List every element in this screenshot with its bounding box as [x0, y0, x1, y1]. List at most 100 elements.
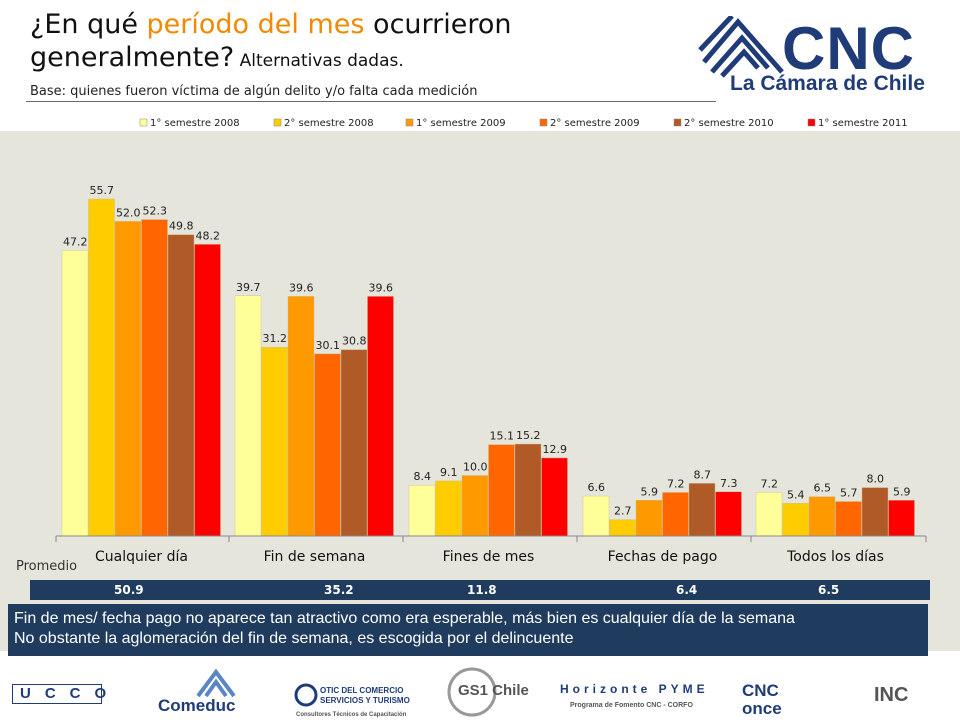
bar-data-label: 2.7	[614, 505, 632, 518]
bar	[514, 443, 542, 537]
otic-subtitle: Consultores Técnicos de Capacitación	[296, 712, 407, 718]
base-note: Base: quienes fueron víctima de algún de…	[30, 84, 478, 99]
bar-data-label: 48.2	[196, 229, 221, 242]
title-suffix: Alternativas dadas.	[234, 51, 404, 71]
logo-name: CNC	[782, 15, 915, 82]
legend-swatch	[405, 118, 414, 127]
bar-data-label: 6.6	[588, 481, 606, 494]
bar-data-label: 9.1	[440, 466, 458, 479]
horizonte-logo: Horizonte PYME	[560, 682, 709, 696]
legend-label: 2° semestre 2008	[284, 118, 374, 129]
bar-data-label: 47.2	[63, 235, 88, 248]
title-highlight: período del mes	[146, 9, 365, 40]
x-tick-label: Fechas de pago	[608, 549, 718, 565]
bar	[835, 501, 862, 537]
cnc-logo: CNC La Cámara de Chile	[694, 12, 950, 98]
x-tick-label: Fines de mes	[443, 549, 535, 565]
header-divider	[26, 101, 716, 102]
bar-chart: 1° semestre 2008 2° semestre 2008 1° semes…	[55, 118, 927, 565]
legend-swatch	[539, 118, 548, 127]
logo-subtitle: La Cámara de Chile	[730, 72, 925, 95]
conclusion-line: No obstante la aglomeración del fin de s…	[14, 630, 574, 647]
chart-x-axis: Cualquier día Fin de semana Fines de mes Fe…	[55, 535, 927, 565]
promedio-label: Promedio	[16, 559, 78, 574]
bar	[488, 444, 515, 537]
bar	[261, 347, 288, 537]
bar	[888, 500, 915, 537]
bar	[461, 475, 489, 537]
bar	[541, 457, 568, 537]
header: ¿En qué período del mes ocurrieron gener…	[0, 0, 960, 102]
cnc-once-logo: CNC once	[742, 681, 782, 718]
legend-swatch	[807, 118, 816, 127]
bar-data-label: 8.7	[694, 468, 712, 481]
comeduc-icon	[196, 668, 236, 698]
title-part2: ocurrieron generalmente?	[30, 9, 512, 73]
bar	[408, 484, 436, 537]
legend-label: 1° semestre 2008	[150, 118, 240, 129]
page-title: ¿En qué período del mes ocurrieron gener…	[30, 8, 690, 78]
legend-label: 1° semestre 2009	[416, 118, 506, 129]
legend-label: 1° semestre 2011	[818, 118, 908, 129]
bar	[88, 198, 115, 537]
bar-data-label: 30.8	[342, 335, 367, 348]
comeduc-logo: Comeduc	[158, 696, 236, 715]
bar-data-label: 10.0	[463, 460, 488, 473]
bar	[141, 219, 168, 537]
bar-data-label: 39.7	[236, 281, 261, 294]
bar	[340, 349, 368, 537]
bar-data-label: 39.6	[369, 281, 394, 294]
promedio-value: 50.9	[114, 583, 144, 597]
ucco-text: UCCO	[20, 685, 121, 702]
chart-bars	[61, 198, 915, 537]
promedio-value: 6.4	[676, 583, 698, 597]
bar-data-label: 5.7	[840, 487, 858, 500]
bar	[808, 496, 836, 537]
bar	[715, 491, 742, 537]
bar-data-label: 8.4	[414, 470, 432, 483]
promedio-value: 6.5	[818, 583, 840, 597]
legend-swatch	[673, 118, 682, 127]
bar	[167, 234, 195, 537]
bar	[435, 480, 462, 537]
bar	[688, 483, 716, 537]
bar-data-label: 7.3	[720, 477, 738, 490]
chart-legend: 1° semestre 2008 2° semestre 2008 1° semes…	[139, 118, 908, 129]
x-tick-label: Fin de semana	[264, 549, 366, 565]
bar	[234, 295, 262, 537]
bar	[367, 296, 394, 537]
otic-icon	[294, 683, 318, 707]
bar-data-label: 49.8	[169, 220, 194, 233]
bar-data-label: 5.9	[893, 485, 911, 498]
bar-data-label: 55.7	[90, 184, 115, 197]
promedio-value: 35.2	[324, 583, 354, 597]
chart-data-labels: 47.2 55.752.0 52.349.848.2 39.7 31.2 39.6 30.1…	[63, 184, 911, 518]
bar-data-label: 31.2	[263, 332, 288, 345]
bar-data-label: 52.0	[116, 206, 141, 219]
bar	[314, 353, 341, 537]
inc-logo: INC	[874, 684, 909, 706]
legend-label: 2° semestre 2010	[684, 118, 774, 129]
bar-data-label: 7.2	[667, 477, 685, 490]
bar	[755, 492, 783, 537]
bar	[287, 296, 315, 537]
otic-logo: OTIC DEL COMERCIO SERVICIOS Y TURISMO	[320, 686, 410, 705]
bar-data-label: 6.5	[814, 482, 832, 495]
bar	[582, 495, 610, 537]
bar-data-label: 30.1	[316, 339, 341, 352]
ucco-logo: UCCO	[11, 683, 106, 709]
bar-data-label: 12.9	[543, 443, 568, 456]
bar-data-label: 15.2	[516, 429, 541, 442]
x-tick-label: Cualquier día	[95, 549, 188, 565]
legend-swatch	[139, 118, 148, 127]
legend-swatch	[273, 118, 282, 127]
legend-label: 2° semestre 2009	[550, 118, 640, 129]
bar	[194, 244, 221, 537]
gs1-logo: GS1 Chile	[458, 682, 529, 699]
cnc-stripes-icon	[698, 16, 784, 78]
promedio-value: 11.8	[467, 583, 497, 597]
conclusion-line: Fin de mes/ fecha pago no aparece tan at…	[14, 610, 795, 627]
bar-data-label: 5.4	[787, 488, 805, 501]
bar	[609, 519, 636, 537]
footer-logos: UCCO Comeduc OTIC DEL COMERCIO SERVICIOS…	[0, 660, 960, 720]
